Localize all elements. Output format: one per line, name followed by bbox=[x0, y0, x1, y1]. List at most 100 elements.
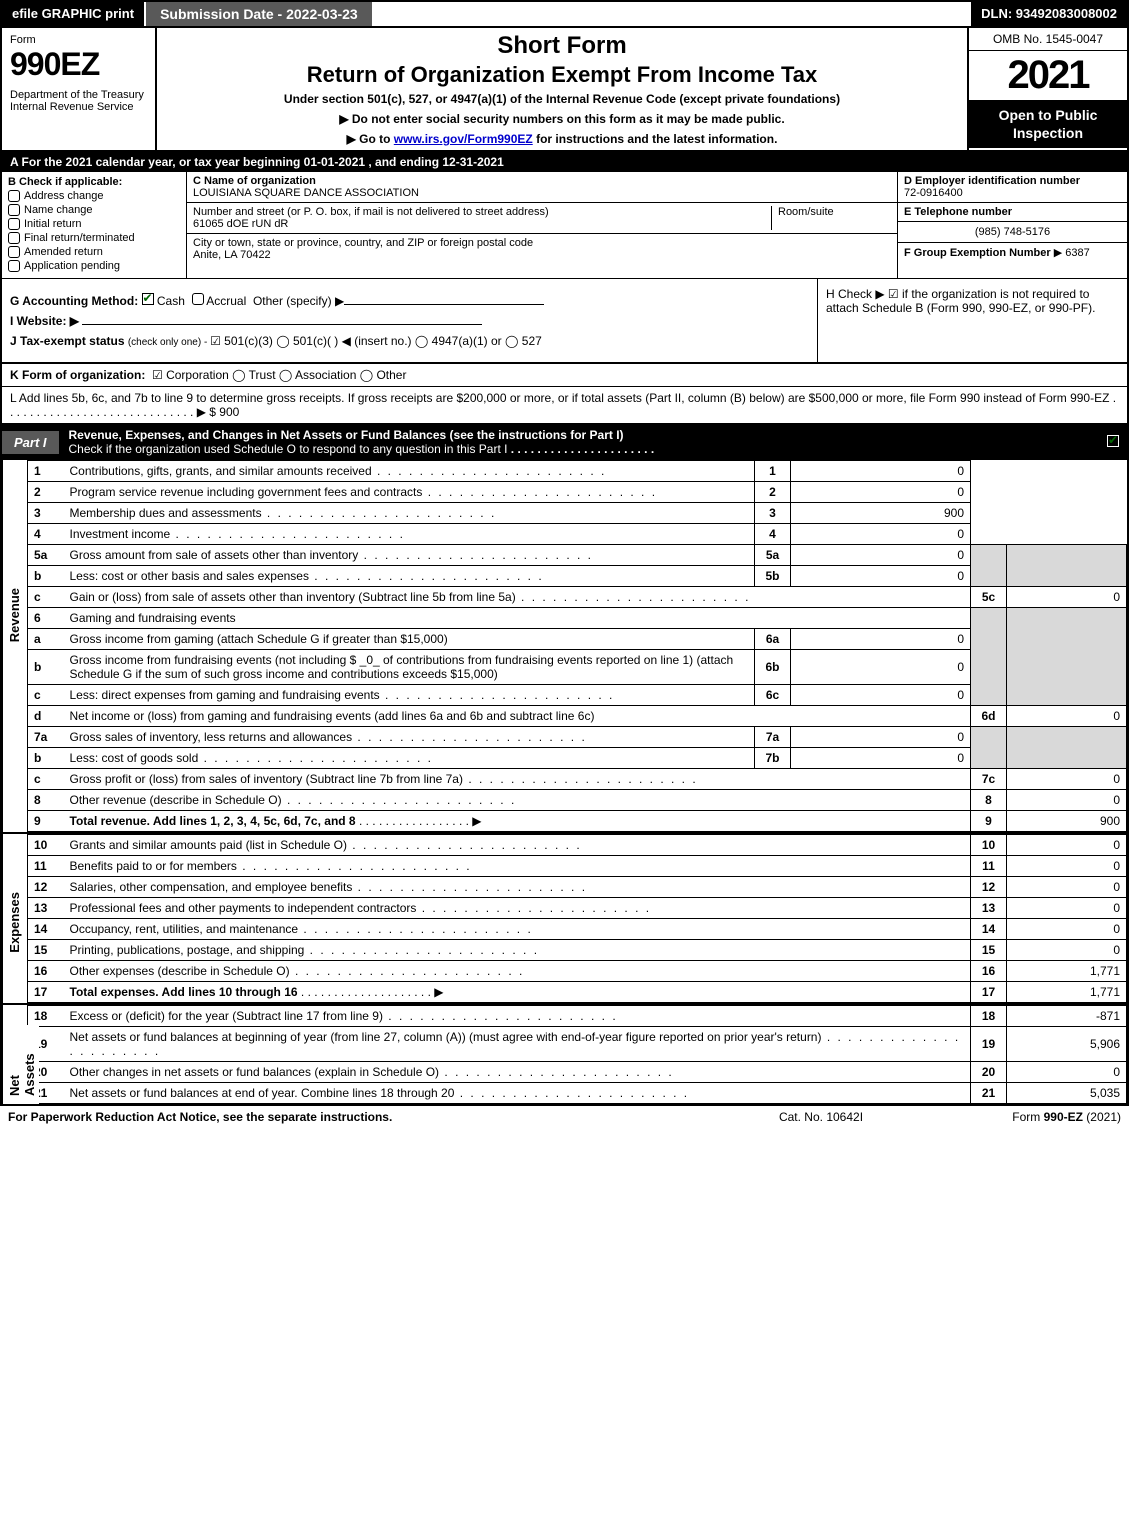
row-a-tax-year: A For the 2021 calendar year, or tax yea… bbox=[2, 152, 1127, 172]
line-10: 10Grants and similar amounts paid (list … bbox=[28, 835, 1127, 856]
line-8: 8Other revenue (describe in Schedule O)8… bbox=[28, 790, 1127, 811]
dept: Department of the Treasury Internal Reve… bbox=[10, 89, 147, 113]
line-17: 17Total expenses. Add lines 10 through 1… bbox=[28, 982, 1127, 1003]
line-5c: cGain or (loss) from sale of assets othe… bbox=[28, 587, 1127, 608]
line-14: 14Occupancy, rent, utilities, and mainte… bbox=[28, 919, 1127, 940]
side-label-net-assets: Net Assets bbox=[5, 1025, 39, 1104]
row-g-accounting: G Accounting Method: Cash Accrual Other … bbox=[10, 293, 809, 308]
line-18: 18Excess or (deficit) for the year (Subt… bbox=[28, 1006, 1127, 1027]
revenue-table: 1Contributions, gifts, grants, and simil… bbox=[27, 460, 1127, 832]
side-label-expenses: Expenses bbox=[5, 884, 24, 961]
other-specify-input[interactable] bbox=[344, 304, 544, 305]
line-3: 3Membership dues and assessments3900 bbox=[28, 503, 1127, 524]
part-1-sub: Check if the organization used Schedule … bbox=[69, 442, 508, 456]
b-header: B Check if applicable: bbox=[8, 176, 180, 188]
row-h-schedule-b: H Check ▶ ☑ if the organization is not r… bbox=[817, 279, 1127, 362]
topbar: efile GRAPHIC print Submission Date - 20… bbox=[2, 2, 1127, 28]
line-16: 16Other expenses (describe in Schedule O… bbox=[28, 961, 1127, 982]
line-13: 13Professional fees and other payments t… bbox=[28, 898, 1127, 919]
col-c-org-info: C Name of organization LOUISIANA SQUARE … bbox=[187, 172, 897, 278]
col-b-checkboxes: B Check if applicable: Address change Na… bbox=[2, 172, 187, 278]
chk-initial-return[interactable]: Initial return bbox=[8, 218, 180, 230]
irs-link[interactable]: www.irs.gov/Form990EZ bbox=[394, 132, 533, 146]
line-9: 9Total revenue. Add lines 1, 2, 3, 4, 5c… bbox=[28, 811, 1127, 832]
line-7c: cGross profit or (loss) from sales of in… bbox=[28, 769, 1127, 790]
form-subtitle: Under section 501(c), 527, or 4947(a)(1)… bbox=[165, 92, 959, 106]
form-page: efile GRAPHIC print Submission Date - 20… bbox=[0, 0, 1129, 1106]
line-4: 4Investment income40 bbox=[28, 524, 1127, 545]
form-title: Return of Organization Exempt From Incom… bbox=[165, 62, 959, 88]
line-12: 12Salaries, other compensation, and empl… bbox=[28, 877, 1127, 898]
chk-name-change[interactable]: Name change bbox=[8, 204, 180, 216]
tel-label: E Telephone number bbox=[904, 206, 1121, 218]
telephone: (985) 748-5176 bbox=[898, 222, 1127, 243]
short-form-title: Short Form bbox=[165, 32, 959, 60]
line-6d: dNet income or (loss) from gaming and fu… bbox=[28, 706, 1127, 727]
street-label: Number and street (or P. O. box, if mail… bbox=[193, 206, 771, 218]
dln: DLN: 93492083008002 bbox=[971, 2, 1127, 26]
part-1-header: Part I Revenue, Expenses, and Changes in… bbox=[2, 424, 1127, 460]
line-11: 11Benefits paid to or for members110 bbox=[28, 856, 1127, 877]
chk-application-pending[interactable]: Application pending bbox=[8, 260, 180, 272]
chk-cash[interactable] bbox=[142, 293, 154, 305]
website-input[interactable] bbox=[82, 324, 482, 325]
form-header: Form 990EZ Department of the Treasury In… bbox=[2, 28, 1127, 152]
ssn-warning: ▶ Do not enter social security numbers o… bbox=[165, 112, 959, 126]
chk-final-return[interactable]: Final return/terminated bbox=[8, 232, 180, 244]
row-i-website: I Website: ▶ bbox=[10, 314, 809, 328]
street: 61065 dOE rUN dR bbox=[193, 218, 771, 230]
org-name: LOUISIANA SQUARE DANCE ASSOCIATION bbox=[193, 187, 891, 199]
checkbox-icon bbox=[8, 204, 20, 216]
group-exempt-number: ▶ 6387 bbox=[1054, 247, 1090, 259]
row-k-form-of-org: K Form of organization: ☑ Corporation ◯ … bbox=[2, 363, 1127, 387]
chk-schedule-o[interactable] bbox=[1107, 435, 1119, 447]
chk-accrual[interactable] bbox=[192, 293, 204, 305]
footer-form-id: Form 990-EZ (2021) bbox=[921, 1110, 1121, 1124]
instructions-link-row: ▶ Go to www.irs.gov/Form990EZ for instru… bbox=[165, 132, 959, 146]
part-1-tag: Part I bbox=[2, 431, 59, 454]
section-ghij: G Accounting Method: Cash Accrual Other … bbox=[2, 279, 1127, 363]
side-label-revenue: Revenue bbox=[5, 580, 24, 650]
efile-print-button[interactable]: efile GRAPHIC print bbox=[2, 2, 144, 26]
line-7a: 7aGross sales of inventory, less returns… bbox=[28, 727, 1127, 748]
line-1: 1Contributions, gifts, grants, and simil… bbox=[28, 461, 1127, 482]
line-19: 19Net assets or fund balances at beginni… bbox=[28, 1027, 1127, 1062]
row-j-tax-exempt: J Tax-exempt status (check only one) - ☑… bbox=[10, 334, 809, 348]
col-def: D Employer identification number 72-0916… bbox=[897, 172, 1127, 278]
checkbox-icon bbox=[8, 218, 20, 230]
checkbox-icon bbox=[8, 260, 20, 272]
org-name-label: C Name of organization bbox=[193, 175, 891, 187]
ein-label: D Employer identification number bbox=[904, 175, 1121, 187]
net-assets-section: Net Assets 18Excess or (deficit) for the… bbox=[2, 1003, 1127, 1104]
line-6a: aGross income from gaming (attach Schedu… bbox=[28, 629, 1127, 650]
part-1-title: Revenue, Expenses, and Changes in Net As… bbox=[69, 428, 624, 442]
line-5b: bLess: cost or other basis and sales exp… bbox=[28, 566, 1127, 587]
line-7b: bLess: cost of goods sold7b0 bbox=[28, 748, 1127, 769]
line-6: 6Gaming and fundraising events bbox=[28, 608, 1127, 629]
net-assets-table: 18Excess or (deficit) for the year (Subt… bbox=[27, 1005, 1127, 1104]
tax-year: 2021 bbox=[969, 51, 1127, 100]
expenses-section: Expenses 10Grants and similar amounts pa… bbox=[2, 832, 1127, 1003]
line-5a: 5aGross amount from sale of assets other… bbox=[28, 545, 1127, 566]
group-exempt-label: F Group Exemption Number bbox=[904, 247, 1051, 259]
checkbox-icon bbox=[8, 190, 20, 202]
checkbox-icon bbox=[8, 246, 20, 258]
room-suite-label: Room/suite bbox=[771, 206, 891, 230]
city: Anite, LA 70422 bbox=[193, 249, 891, 261]
line-6c: cLess: direct expenses from gaming and f… bbox=[28, 685, 1127, 706]
checkbox-icon bbox=[8, 232, 20, 244]
section-bcdef: B Check if applicable: Address change Na… bbox=[2, 172, 1127, 279]
chk-address-change[interactable]: Address change bbox=[8, 190, 180, 202]
footer-paperwork-notice: For Paperwork Reduction Act Notice, see … bbox=[8, 1110, 721, 1124]
city-label: City or town, state or province, country… bbox=[193, 237, 891, 249]
expenses-table: 10Grants and similar amounts paid (list … bbox=[27, 834, 1127, 1003]
omb-number: OMB No. 1545-0047 bbox=[969, 28, 1127, 51]
submission-date: Submission Date - 2022-03-23 bbox=[144, 2, 372, 26]
open-public-inspection: Open to Public Inspection bbox=[969, 100, 1127, 148]
page-footer: For Paperwork Reduction Act Notice, see … bbox=[0, 1106, 1129, 1128]
line-15: 15Printing, publications, postage, and s… bbox=[28, 940, 1127, 961]
form-label: Form bbox=[10, 34, 147, 46]
revenue-section: Revenue 1Contributions, gifts, grants, a… bbox=[2, 460, 1127, 832]
line-21: 21Net assets or fund balances at end of … bbox=[28, 1083, 1127, 1104]
chk-amended-return[interactable]: Amended return bbox=[8, 246, 180, 258]
